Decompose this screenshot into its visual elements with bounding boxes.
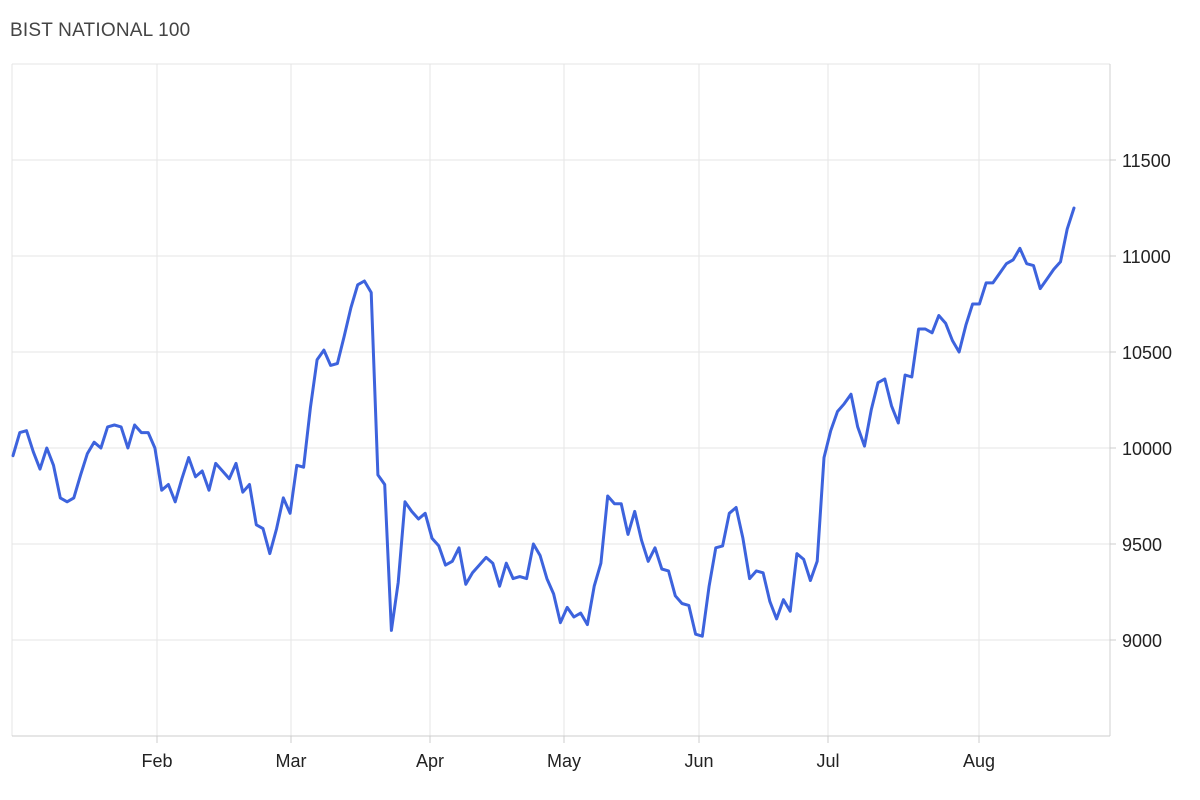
x-tick-label: Aug: [963, 751, 995, 771]
x-tick-label: Jul: [816, 751, 839, 771]
x-axis-ticks: Feb Mar Apr May Jun Jul Aug: [141, 736, 995, 771]
series-group: [11, 206, 1076, 638]
x-tick-label: Jun: [684, 751, 713, 771]
y-tick-label: 9000: [1122, 631, 1162, 651]
grid: [12, 64, 1110, 736]
x-tick-label: May: [547, 751, 581, 771]
y-tick-label: 11000: [1122, 247, 1171, 267]
x-tick-label: Feb: [141, 751, 172, 771]
series-line: [11, 206, 1076, 638]
y-tick-label: 9500: [1122, 535, 1162, 555]
axes: [11, 63, 1111, 737]
y-axis-ticks: 9000 9500 10000 10500 11000 11500: [1110, 151, 1172, 651]
y-tick-label: 10500: [1122, 343, 1172, 363]
y-tick-label: 11500: [1122, 151, 1171, 171]
x-tick-label: Apr: [416, 751, 444, 771]
y-tick-label: 10000: [1122, 439, 1172, 459]
chart-title: BIST NATIONAL 100: [10, 20, 191, 41]
x-tick-label: Mar: [276, 751, 307, 771]
